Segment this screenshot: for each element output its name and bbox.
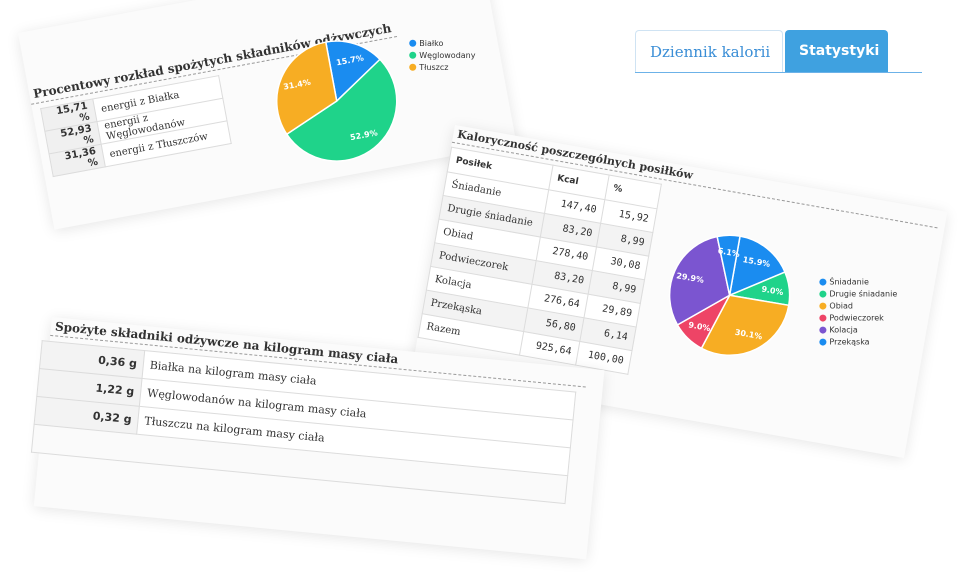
- pie-slice-label-meal-1: 9.0%: [761, 284, 784, 297]
- legend-item-meal-0[interactable]: Śniadanie: [819, 276, 897, 288]
- legend-swatch: [819, 314, 827, 322]
- legend-label: Węglowodany: [419, 50, 476, 60]
- macro-pie-chart: 15.7%52.9%31.4%: [267, 33, 406, 171]
- legend-label: Podwieczorek: [829, 313, 884, 323]
- legend-swatch: [819, 326, 827, 334]
- pie-slice-macro-0[interactable]: [324, 33, 386, 103]
- legend-item-meal-5[interactable]: Przekąska: [819, 336, 897, 348]
- meal-calories-card: Kaloryczność poszczególnych posiłków Pos…: [411, 125, 948, 459]
- legend-item-meal-4[interactable]: Kolacja: [819, 324, 897, 336]
- legend-swatch: [409, 51, 417, 59]
- legend-label: Białko: [419, 38, 444, 48]
- pie-slice-label-meal-3: 9.0%: [688, 320, 711, 333]
- macro-legend: Białko Węglowodany Tłuszcz: [409, 37, 475, 73]
- legend-swatch: [409, 39, 417, 47]
- macro-distribution-card: Procentowy rozkład spożytych składników …: [18, 0, 517, 230]
- pie-slice-label-meal-2: 30.1%: [734, 328, 763, 342]
- legend-label: Obiad: [829, 301, 853, 311]
- legend-item-meal-1[interactable]: Drugie śniadanie: [819, 288, 897, 300]
- pie-slice-label-meal-0: 15.9%: [742, 255, 771, 269]
- pie-slice-meal-0[interactable]: [728, 235, 790, 304]
- tab-bar: Dziennik kalorii Statystyki: [635, 30, 922, 86]
- tab-statistics[interactable]: Statystyki: [785, 30, 888, 72]
- pie-slice-meal-5[interactable]: [708, 232, 741, 296]
- legend-label: Drugie śniadanie: [829, 289, 898, 299]
- legend-label: Śniadanie: [829, 277, 869, 287]
- meal-legend: Śniadanie Drugie śniadanie Obiad Podwieczor…: [819, 276, 897, 348]
- pie-slice-label-meal-4: 29.9%: [676, 271, 705, 285]
- legend-item-macro-1[interactable]: Węglowodany: [409, 49, 475, 61]
- legend-swatch: [819, 302, 827, 310]
- pie-slice-macro-2[interactable]: [267, 41, 341, 136]
- pie-slice-macro-1[interactable]: [276, 58, 406, 171]
- legend-label: Kolacja: [829, 325, 858, 335]
- pie-slice-meal-2[interactable]: [700, 292, 790, 365]
- tab-underline: [635, 72, 922, 73]
- legend-swatch: [819, 338, 827, 346]
- legend-item-macro-2[interactable]: Tłuszcz: [409, 61, 475, 73]
- legend-item-macro-0[interactable]: Białko: [409, 37, 475, 49]
- legend-item-meal-2[interactable]: Obiad: [819, 300, 897, 312]
- legend-swatch: [819, 278, 827, 286]
- legend-swatch: [819, 290, 827, 298]
- legend-item-meal-3[interactable]: Podwieczorek: [819, 312, 897, 324]
- legend-label: Przekąska: [829, 337, 870, 347]
- meal-table: Posiłek Kcal % Śniadanie 147,40 15,92 Drug…: [417, 147, 662, 375]
- pie-slice-label-meal-5: 6.1%: [717, 246, 740, 259]
- legend-label: Tłuszcz: [419, 62, 449, 72]
- meal-pie-chart: 15.9% 9.0% 30.1% 9.0% 29.9% 6.1%: [664, 230, 791, 365]
- tab-calorie-diary[interactable]: Dziennik kalorii: [635, 30, 783, 72]
- pie-slice-meal-4[interactable]: [664, 230, 739, 333]
- legend-swatch: [409, 63, 417, 71]
